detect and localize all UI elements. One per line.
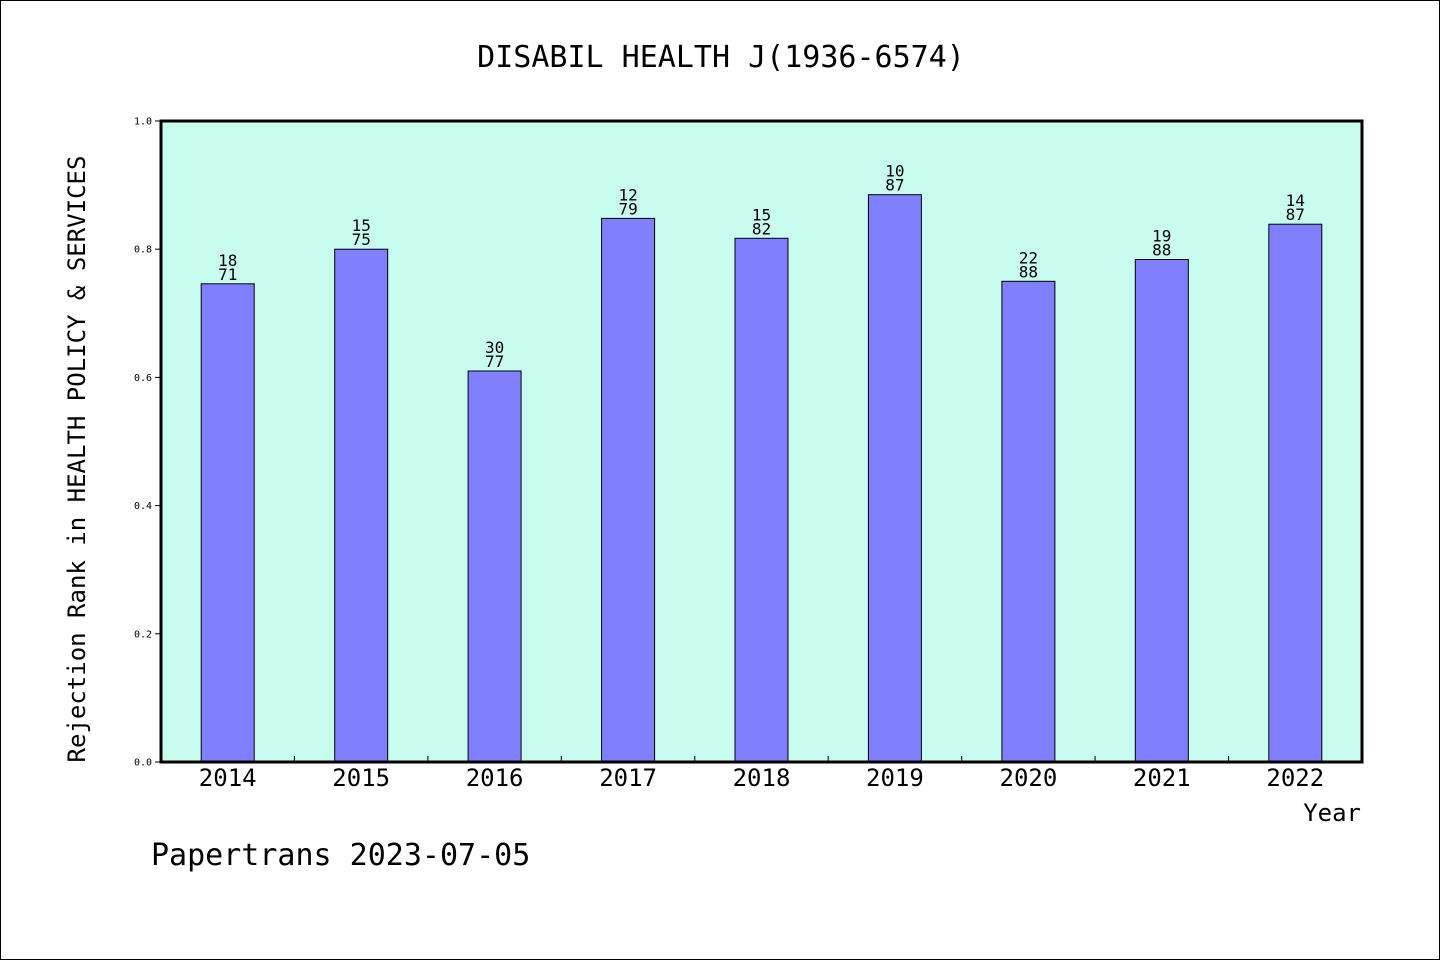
bar-label-2016-line2: 77 [485,352,504,371]
x-tick-label-2016: 2016 [466,764,524,792]
bar-label-2018-line2: 82 [752,219,771,238]
bar-label-2021-line2: 88 [1152,241,1171,260]
y-tick-label-0.0: 0.0 [134,758,152,769]
bar-2019 [867,194,922,763]
y-tick-label-0.4: 0.4 [134,501,152,512]
bar-label-2017-line1: 12 [618,185,637,204]
bar-label-2020-line1: 22 [1019,248,1038,267]
bar-label-2014-line2: 71 [218,265,237,284]
bar-2021 [1134,259,1189,763]
bar-label-2015-line1: 15 [352,216,371,235]
x-tick-label-2020: 2020 [1000,764,1058,792]
bar-label-2016-line1: 30 [485,338,504,357]
bars-group [200,194,1323,763]
y-tick-label-0.6: 0.6 [134,373,152,384]
plot-border [159,119,1364,764]
y-axis-title: Rejection Rank in HEALTH POLICY & SERVIC… [63,156,91,763]
bar-2016 [467,370,522,763]
bar-label-2019-line1: 10 [885,162,904,181]
x-tick-label-2022: 2022 [1266,764,1324,792]
bar-label-2018-line1: 15 [752,205,771,224]
x-axis-title: Year [1303,799,1361,827]
x-tick-label-2021: 2021 [1133,764,1191,792]
y-axis-ticks: 0.0 0.2 0.4 0.6 0.8 1.0 [134,117,161,769]
x-tick-label-2014: 2014 [199,764,257,792]
footer-text: Papertrans 2023-07-05 [151,838,530,873]
bar-label-2022-line1: 14 [1286,191,1305,210]
bar-2014 [200,283,255,763]
y-tick-label-0.8: 0.8 [134,245,152,256]
bar-label-2020-line2: 88 [1019,262,1038,281]
x-tick-label-2019: 2019 [866,764,924,792]
bar-label-2014-line1: 18 [218,251,237,270]
x-tick-label-2017: 2017 [599,764,657,792]
x-axis-ticks: 2014 2015 2016 2017 2018 2019 2020 2021 2022 [199,756,1324,792]
chart-title: DISABIL HEALTH J(1936-6574) [477,40,965,75]
y-tick-label-0.2: 0.2 [134,629,152,640]
y-tick-label-1.0: 1.0 [134,117,152,128]
bar-label-2022-line2: 87 [1286,205,1305,224]
bar-label-2015-line2: 75 [352,230,371,249]
bar-2015 [334,248,389,763]
bar-2020 [1001,280,1056,763]
bar-2018 [734,237,789,763]
bar-label-2017-line2: 79 [618,199,637,218]
bar-2017 [601,217,656,763]
bar-label-2019-line2: 87 [885,176,904,195]
bar-2022 [1268,223,1323,763]
x-tick-label-2018: 2018 [733,764,791,792]
bar-label-2021-line1: 19 [1152,227,1171,246]
x-tick-label-2015: 2015 [332,764,390,792]
